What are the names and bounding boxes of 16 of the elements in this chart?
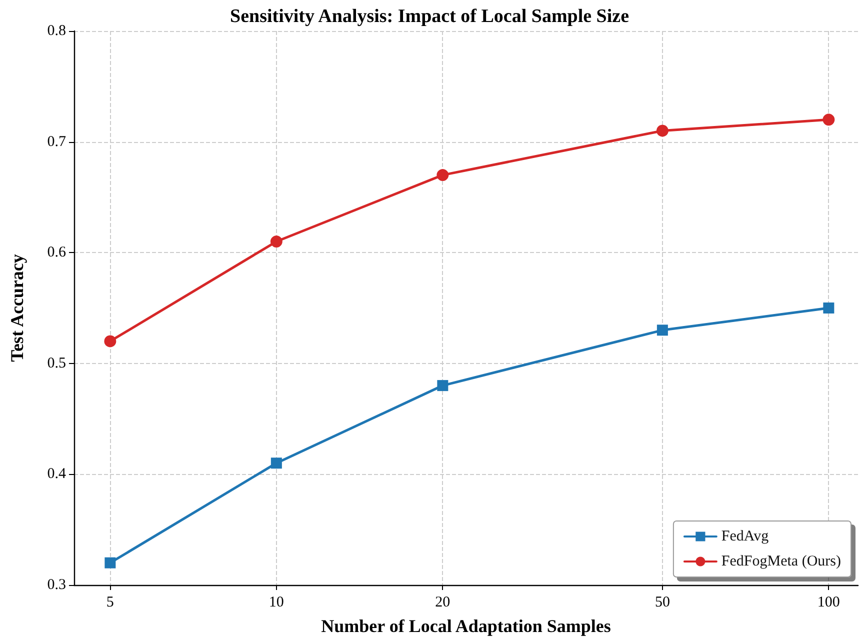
x-tick-label: 50 [654,594,670,610]
legend-label: FedAvg [721,528,770,544]
chart-title: Sensitivity Analysis: Impact of Local Sample Size [230,6,630,27]
y-tick-label: 0.5 [47,355,66,372]
legend-label: FedFogMeta (Ours) [721,554,842,570]
x-tick-label: 5 [106,594,114,610]
x-tick-label: 10 [268,594,284,610]
y-tick-label: 0.4 [47,466,66,482]
x-axis-title: Number of Local Adaptation Samples [321,616,611,636]
y-tick-label: 0.3 [47,577,66,593]
x-tick-label: 100 [817,594,840,610]
x-tick-label: 20 [435,594,450,610]
y-tick-label: 0.6 [47,244,66,261]
y-axis-title: Test Accuracy [7,254,27,362]
y-tick-label: 0.7 [47,134,66,150]
y-tick-label: 0.8 [47,23,66,39]
